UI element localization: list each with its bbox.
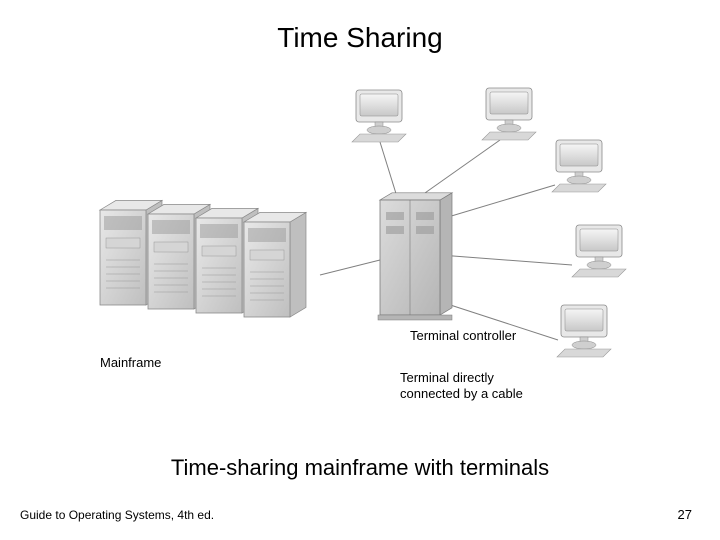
direct-connection-label: Terminal directly connected by a cable <box>400 370 523 401</box>
caption: Time-sharing mainframe with terminals <box>0 455 720 481</box>
terminal-icon <box>352 90 406 142</box>
direct-connection-label-line1: Terminal directly <box>400 370 494 385</box>
terminal-icon <box>572 225 626 277</box>
mainframe-label: Mainframe <box>100 355 161 371</box>
terminal-controller-label: Terminal controller <box>410 328 516 344</box>
terminal-icon <box>482 88 536 140</box>
page-number: 27 <box>678 507 692 522</box>
diagram-area: Mainframe Terminal controller Terminal d… <box>80 80 640 420</box>
direct-connection-label-line2: connected by a cable <box>400 386 523 401</box>
terminal-icon <box>557 305 611 357</box>
mainframe-icon <box>100 200 306 317</box>
diagram-svg <box>80 80 640 420</box>
slide-title: Time Sharing <box>0 22 720 54</box>
footer-text: Guide to Operating Systems, 4th ed. <box>20 508 214 522</box>
terminal-controller-icon <box>378 193 452 320</box>
terminal-icon <box>552 140 606 192</box>
